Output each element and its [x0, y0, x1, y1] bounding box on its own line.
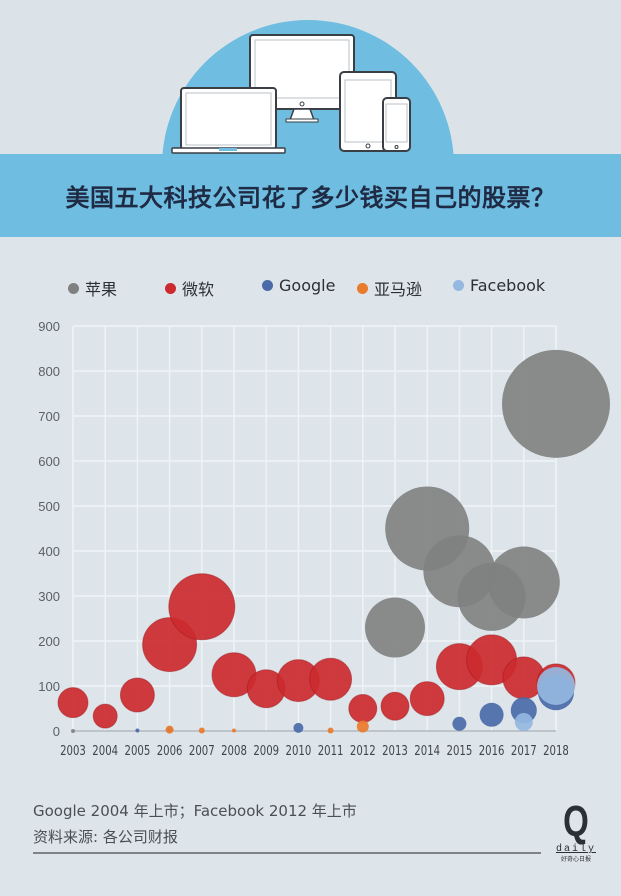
y-tick-label: 200 — [38, 634, 60, 649]
x-tick-label: 2017 — [511, 743, 537, 759]
x-tick-label: 2004 — [92, 743, 118, 759]
bubble-苹果 — [365, 597, 425, 658]
logo-word: daily — [555, 844, 596, 855]
phone-icon — [382, 97, 411, 152]
footer-note: Google 2004 年上市；Facebook 2012 年上市 — [33, 802, 357, 820]
x-tick-label: 2012 — [350, 743, 376, 759]
bubble-Google — [293, 722, 304, 733]
footer-divider — [33, 852, 541, 854]
logo-cn: 好奇心日报 — [560, 856, 591, 863]
bubble-Google — [135, 728, 140, 733]
y-tick-label: 500 — [38, 499, 60, 514]
y-axis-ticks: 0 100 200 300 400 500 600 700 800 900 — [38, 319, 60, 739]
y-tick-label: 300 — [38, 589, 60, 604]
bubble-微软 — [168, 573, 236, 641]
legend-dot-icon — [165, 282, 176, 294]
y-tick-label: 400 — [38, 544, 60, 559]
legend-label: Google — [279, 276, 336, 295]
x-tick-label: 2006 — [157, 743, 183, 759]
y-tick-label: 800 — [38, 364, 60, 379]
y-tick-label: 700 — [38, 409, 60, 424]
x-tick-label: 2008 — [221, 743, 247, 759]
bubble-亚马逊 — [198, 727, 205, 734]
bubble-亚马逊 — [327, 727, 334, 734]
bubble-微软 — [409, 681, 445, 717]
logo-mark: Q — [563, 797, 589, 846]
bubble-微软 — [92, 703, 118, 729]
bubble-Google — [479, 702, 504, 727]
y-tick-label: 100 — [38, 679, 60, 694]
bubble-微软 — [380, 691, 410, 721]
bubble-苹果 — [502, 349, 610, 458]
laptop-icon — [171, 87, 286, 154]
x-tick-label: 2011 — [318, 743, 344, 759]
x-tick-label: 2003 — [60, 743, 86, 759]
x-tick-label: 2009 — [253, 743, 279, 759]
chart-bubbles — [57, 349, 610, 734]
legend-dot-icon — [453, 280, 464, 291]
x-tick-label: 2010 — [286, 743, 312, 759]
x-axis-ticks: 2003 2004 2005 2006 2007 2008 2009 2010 2011 2012… — [60, 743, 569, 759]
legend-item-apple: 苹果 — [68, 276, 117, 300]
x-tick-label: 2018 — [543, 743, 569, 759]
bubble-亚马逊 — [356, 720, 369, 733]
legend-item-google: Google — [262, 276, 335, 295]
bubble-Facebook — [537, 667, 575, 705]
bubble-苹果 — [71, 729, 75, 733]
legend-dot-icon — [357, 282, 368, 294]
chart-legend: 苹果 微软 Google 亚马逊 Facebook — [0, 270, 621, 300]
chart-footer: Google 2004 年上市；Facebook 2012 年上市 资料来源: … — [33, 798, 553, 850]
page-title: 美国五大科技公司花了多少钱买自己的股票？ — [65, 184, 556, 212]
devices-illustration — [171, 34, 411, 154]
bubble-亚马逊 — [232, 728, 236, 733]
qdaily-logo: Q daily 好奇心日报 — [553, 800, 599, 870]
legend-label: 微软 — [182, 280, 215, 299]
x-tick-label: 2015 — [447, 743, 473, 759]
y-tick-label: 900 — [38, 319, 60, 334]
bubble-Google — [452, 716, 467, 731]
x-tick-label: 2014 — [414, 743, 440, 759]
legend-dot-icon — [68, 282, 79, 294]
y-tick-label: 0 — [53, 724, 60, 739]
legend-label: 亚马逊 — [374, 280, 423, 299]
legend-label: 苹果 — [85, 280, 118, 299]
bubble-微软 — [348, 694, 378, 723]
x-tick-label: 2013 — [382, 743, 408, 759]
header-banner: 美国五大科技公司花了多少钱买自己的股票？ — [0, 0, 621, 237]
bubble-微软 — [119, 677, 155, 713]
x-tick-label: 2005 — [125, 743, 151, 759]
y-tick-label: 600 — [38, 454, 60, 469]
legend-dot-icon — [262, 280, 273, 291]
legend-item-microsoft: 微软 — [165, 276, 214, 300]
legend-item-amazon: 亚马逊 — [357, 276, 422, 300]
bubble-亚马逊 — [165, 725, 174, 734]
bubble-Facebook — [514, 713, 533, 731]
bubble-微软 — [57, 687, 89, 719]
footer-source: 资料来源: 各公司财报 — [33, 828, 178, 846]
x-tick-label: 2007 — [189, 743, 215, 759]
bubble-苹果 — [487, 546, 560, 619]
legend-item-facebook: Facebook — [453, 276, 545, 295]
x-tick-label: 2016 — [479, 743, 505, 759]
title-band: 美国五大科技公司花了多少钱买自己的股票？ — [0, 154, 621, 237]
legend-label: Facebook — [470, 276, 546, 295]
bubble-微软 — [309, 657, 353, 701]
